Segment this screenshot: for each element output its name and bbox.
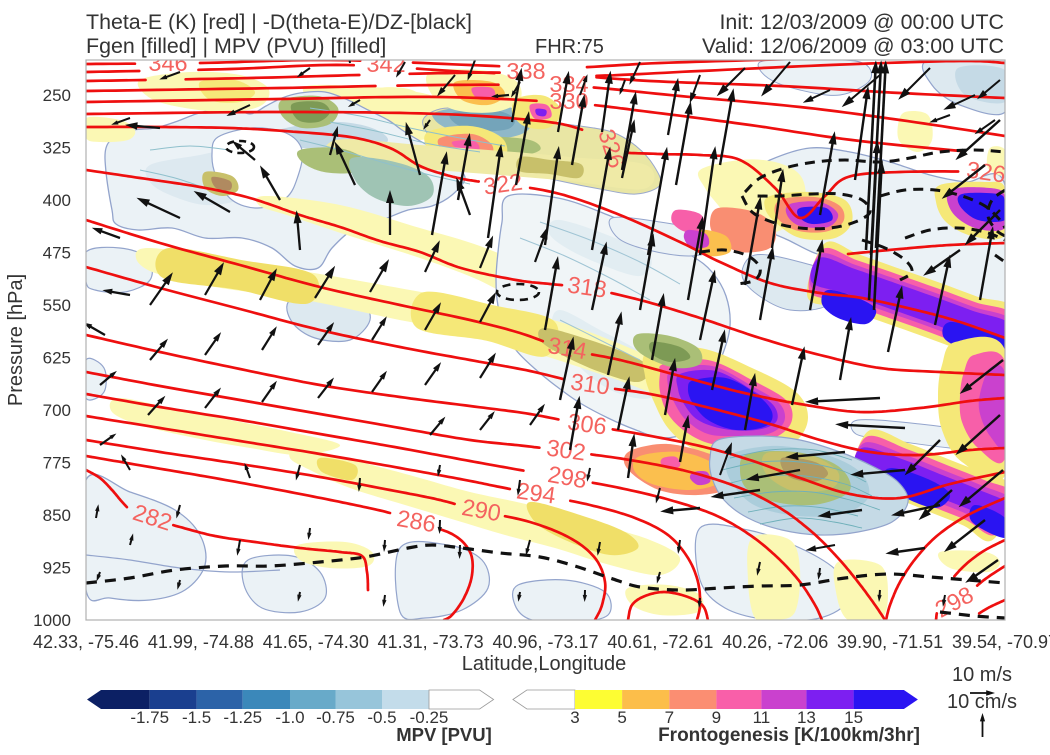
svg-text:700: 700: [43, 401, 71, 420]
svg-text:294: 294: [515, 477, 557, 508]
svg-text:42.33, -75.46: 42.33, -75.46: [33, 632, 139, 652]
svg-text:925: 925: [43, 559, 71, 578]
svg-text:41.99, -74.88: 41.99, -74.88: [148, 632, 254, 652]
svg-text:310: 310: [569, 368, 611, 399]
svg-text:Valid: 12/06/2009 @ 03:00 UTC: Valid: 12/06/2009 @ 03:00 UTC: [702, 34, 1004, 58]
svg-text:39.54, -70.97: 39.54, -70.97: [952, 632, 1050, 652]
svg-text:318: 318: [566, 271, 608, 302]
svg-text:550: 550: [43, 296, 71, 315]
svg-text:Init: 12/03/2009 @ 00:00 UTC: Init: 12/03/2009 @ 00:00 UTC: [719, 10, 1004, 34]
svg-text:850: 850: [43, 506, 71, 525]
svg-text:-1.75: -1.75: [130, 708, 169, 727]
svg-text:475: 475: [43, 244, 71, 263]
svg-text:39.90, -71.51: 39.90, -71.51: [837, 632, 943, 652]
svg-text:40.26, -72.06: 40.26, -72.06: [722, 632, 828, 652]
svg-text:40.96, -73.17: 40.96, -73.17: [492, 632, 598, 652]
svg-text:-0.5: -0.5: [367, 708, 396, 727]
svg-text:326: 326: [965, 156, 1007, 187]
svg-text:Latitude,Longitude: Latitude,Longitude: [462, 653, 627, 675]
svg-text:MPV [PVU]: MPV [PVU]: [396, 724, 492, 745]
svg-text:1000: 1000: [33, 611, 71, 630]
svg-text:-1.0: -1.0: [275, 708, 304, 727]
svg-text:250: 250: [43, 86, 71, 105]
svg-text:41.65, -74.30: 41.65, -74.30: [263, 632, 369, 652]
svg-text:-1.5: -1.5: [182, 708, 211, 727]
svg-text:338: 338: [506, 58, 545, 84]
svg-text:400: 400: [43, 191, 71, 210]
svg-text:10 cm/s: 10 cm/s: [947, 691, 1017, 713]
svg-text:Fgen [filled] | MPV (PVU) [fil: Fgen [filled] | MPV (PVU) [filled]: [86, 34, 386, 58]
svg-text:Frontogenesis [K/100km/3hr]: Frontogenesis [K/100km/3hr]: [658, 725, 920, 746]
svg-text:5: 5: [617, 708, 626, 727]
svg-text:Theta-E (K) [red] | -D(theta-E: Theta-E (K) [red] | -D(theta-E)/DZ-[blac…: [86, 10, 472, 34]
svg-text:Pressure [hPa]: Pressure [hPa]: [5, 274, 27, 406]
svg-text:3: 3: [570, 708, 579, 727]
svg-text:775: 775: [43, 454, 71, 473]
svg-text:286: 286: [395, 505, 438, 537]
svg-text:FHR:75: FHR:75: [535, 36, 604, 58]
svg-text:40.61, -72.61: 40.61, -72.61: [607, 632, 713, 652]
svg-text:41.31, -73.73: 41.31, -73.73: [378, 632, 484, 652]
svg-text:-1.25: -1.25: [223, 708, 262, 727]
svg-text:10 m/s: 10 m/s: [952, 664, 1012, 686]
svg-text:-0.75: -0.75: [316, 708, 355, 727]
svg-text:325: 325: [43, 139, 71, 158]
svg-text:298: 298: [931, 581, 978, 622]
svg-text:625: 625: [43, 349, 71, 368]
